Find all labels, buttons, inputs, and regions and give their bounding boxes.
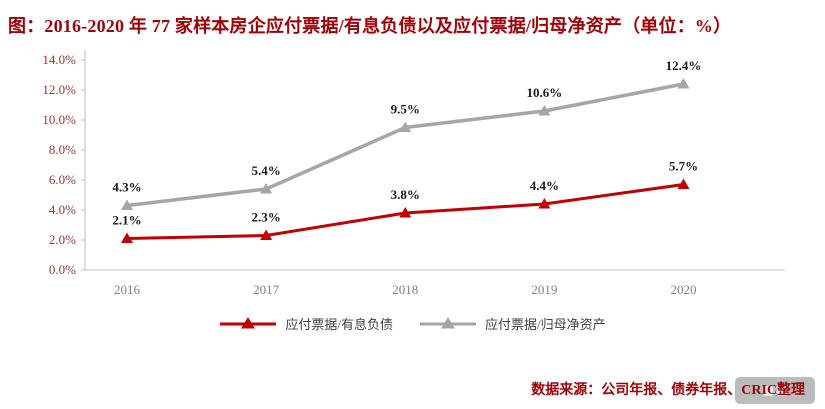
legend-label: 应付票据/有息负债 — [285, 316, 393, 332]
data-label: 5.4% — [252, 163, 281, 178]
y-axis-tick-label: 14.0% — [42, 52, 76, 67]
data-label: 4.4% — [530, 178, 559, 193]
y-axis-tick-label: 6.0% — [49, 172, 76, 187]
y-axis-tick-label: 0.0% — [49, 262, 76, 277]
x-axis-label: 2016 — [114, 282, 141, 297]
y-axis-tick-label: 4.0% — [49, 202, 76, 217]
x-axis-label: 2017 — [253, 282, 280, 297]
data-label: 10.6% — [527, 85, 563, 100]
data-point-marker — [538, 105, 551, 116]
line-chart-canvas: 0.0% 2.0% 4.0% 6.0% 8.0% 10.0% 12.0% 14.0% 2016 2… — [42, 50, 785, 297]
data-label: 2.1% — [112, 213, 141, 228]
data-point-marker — [677, 78, 690, 89]
data-point-marker — [260, 229, 273, 240]
x-axis-label: 2019 — [531, 282, 557, 297]
x-axis-label: 2020 — [671, 282, 697, 297]
data-label: 9.5% — [391, 102, 420, 117]
y-axis-tick-label: 2.0% — [49, 232, 76, 247]
data-point-marker — [399, 121, 412, 132]
data-label: 5.7% — [669, 159, 698, 174]
legend-item-payables-to-net-assets: 应付票据/归母净资产 — [419, 314, 606, 333]
data-point-marker — [121, 232, 133, 243]
y-axis-tick-label: 12.0% — [42, 82, 76, 97]
legend-marker-red-triangle-icon — [220, 317, 277, 329]
data-source-note: 数据来源：公司年报、债券年报、CRIC整理 — [531, 383, 805, 398]
data-point-marker — [399, 207, 412, 218]
chart-legend: 应付票据/有息负债 应付票据/归母净资产 — [0, 312, 825, 334]
legend-marker-gray-triangle-icon — [420, 317, 476, 329]
watermark-logo — [735, 377, 815, 404]
y-axis-tick-label: 10.0% — [42, 112, 76, 127]
legend-item-payables-to-interest-debt: 应付票据/有息负债 — [219, 314, 393, 333]
legend-label: 应付票据/归母净资产 — [485, 316, 606, 332]
data-point-marker — [538, 198, 551, 209]
data-point-marker — [121, 199, 133, 210]
data-label: 4.3% — [112, 180, 141, 195]
x-axis-label: 2018 — [392, 282, 418, 297]
data-label: 12.4% — [666, 58, 702, 73]
data-label: 3.8% — [391, 187, 420, 202]
data-label: 2.3% — [252, 210, 281, 225]
data-point-marker — [677, 178, 690, 189]
data-point-marker — [260, 183, 273, 194]
y-axis-tick-label: 8.0% — [49, 142, 76, 157]
chart-title: 图：2016-2020 年 77 家样本房企应付票据/有息负债以及应付票据/归母… — [8, 16, 732, 36]
